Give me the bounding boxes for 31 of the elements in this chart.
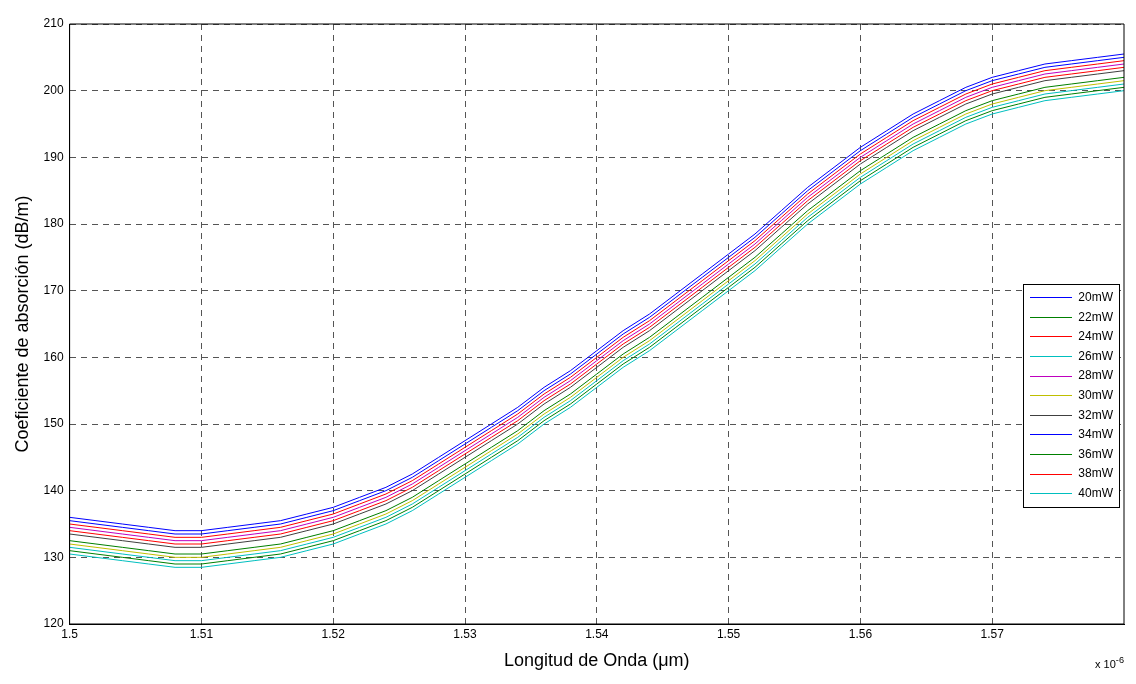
x-tick-label: 1.57: [980, 626, 1005, 641]
y-tick-label: 190: [43, 149, 64, 164]
legend-label: 34mW: [1078, 426, 1113, 444]
x-tick-label: 1.5: [61, 626, 79, 641]
x-tick-label: 1.53: [453, 626, 478, 641]
x-tick-label: 1.56: [848, 626, 873, 641]
y-tick-label: 140: [43, 482, 64, 497]
legend-label: 30mW: [1078, 386, 1113, 404]
x-tick-label: 1.55: [716, 626, 741, 641]
x-tick-label: 1.51: [189, 626, 214, 641]
y-tick-label: 170: [43, 282, 64, 297]
y-tick-label: 150: [43, 416, 64, 431]
text: x 10$^{-6}$: [1095, 655, 1124, 670]
y-tick-label: 200: [43, 82, 64, 97]
legend-label: 38mW: [1078, 465, 1113, 483]
x-tick-label: 1.52: [321, 626, 346, 641]
x-axis-title: Longitud de Onda (μm): [504, 650, 690, 671]
legend-label: 28mW: [1078, 367, 1113, 385]
legend-label: 20mW: [1078, 289, 1113, 306]
legend-label: 26mW: [1078, 347, 1113, 365]
y-tick-label: 160: [43, 349, 64, 364]
y-tick-label: 130: [43, 549, 64, 564]
y-tick-label: 210: [43, 16, 64, 31]
legend-label: 22mW: [1078, 308, 1113, 326]
x-tick-label: 1.54: [585, 626, 609, 641]
legend-label: 36mW: [1078, 445, 1113, 463]
legend-label: 32mW: [1078, 406, 1113, 424]
legend-label: 40mW: [1078, 484, 1113, 502]
y-tick-label: 180: [43, 216, 64, 231]
legend-label: 24mW: [1078, 328, 1113, 346]
y-axis-title: Coeficiente de absorción (dB/m): [11, 195, 32, 453]
